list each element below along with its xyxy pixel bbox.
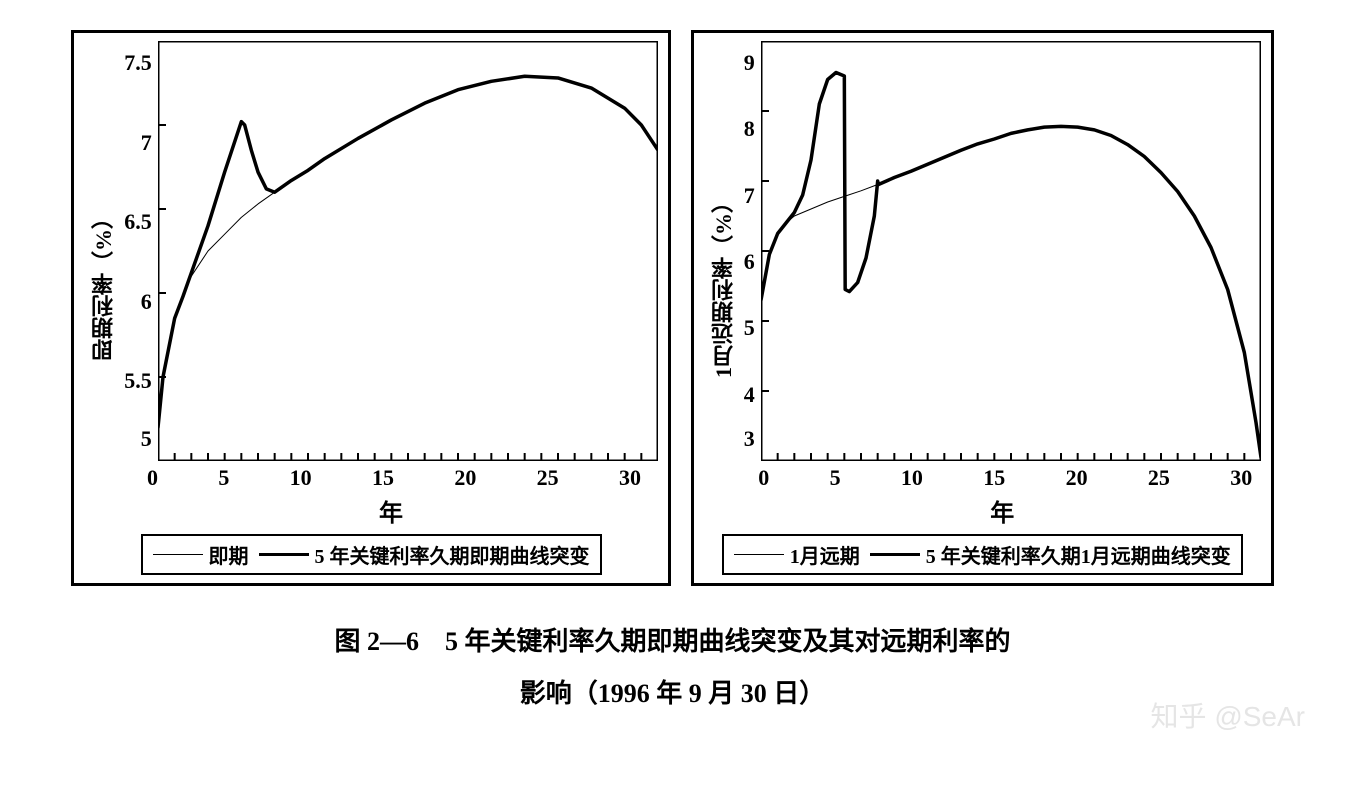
chart-right-area: 1月远期利率（%） 9876543 051015202530 年 (704, 41, 1261, 528)
caption-line-2: 影响（1996 年 9 月 30 日） (334, 668, 1010, 720)
chart-left-ylabel: 即期利率（%） (84, 41, 124, 528)
legend-right-item-thin: 1月远期 (734, 540, 860, 569)
chart-right-xticks: 051015202530 (752, 465, 1252, 491)
chart-left-yticks: 7.576.565.55 (124, 41, 158, 461)
chart-right-ylabel: 1月远期利率（%） (704, 41, 744, 528)
legend-thin-line-icon (153, 554, 203, 555)
chart-right-container: 1月远期利率（%） 9876543 051015202530 年 1月远期 5 … (691, 30, 1274, 586)
legend-right-label-0: 1月远期 (790, 540, 860, 569)
chart-right-legend: 1月远期 5 年关键利率久期1月远期曲线突变 (722, 534, 1243, 575)
charts-row: 即期利率（%） 7.576.565.55 051015202530 年 即期 5… (71, 30, 1274, 586)
legend-left-label-0: 即期 (209, 540, 249, 569)
chart-right-yticks: 9876543 (744, 41, 761, 461)
legend-left-label-1: 5 年关键利率久期即期曲线突变 (315, 540, 590, 569)
chart-right-plot-wrapper: 9876543 051015202530 年 (744, 41, 1261, 528)
chart-left-plot (158, 41, 658, 461)
legend-thick-line-icon (870, 553, 920, 557)
legend-thin-line-icon (734, 554, 784, 555)
caption-line-1: 图 2—6 5 年关键利率久期即期曲线突变及其对远期利率的 (334, 616, 1010, 668)
chart-left-area: 即期利率（%） 7.576.565.55 051015202530 年 (84, 41, 658, 528)
chart-left-legend: 即期 5 年关键利率久期即期曲线突变 (141, 534, 602, 575)
legend-right-item-thick: 5 年关键利率久期1月远期曲线突变 (870, 540, 1231, 569)
chart-left-xticks: 051015202530 (141, 465, 641, 491)
chart-left-xlabel: 年 (379, 493, 403, 528)
chart-right-plot (761, 41, 1261, 461)
legend-thick-line-icon (259, 553, 309, 557)
figure-caption: 图 2—6 5 年关键利率久期即期曲线突变及其对远期利率的 影响（1996 年 … (334, 616, 1010, 720)
legend-right-label-1: 5 年关键利率久期1月远期曲线突变 (926, 540, 1231, 569)
legend-left-item-thick: 5 年关键利率久期即期曲线突变 (259, 540, 590, 569)
legend-left-item-thin: 即期 (153, 540, 249, 569)
watermark: 知乎 @SeAr (1151, 695, 1305, 735)
chart-left-plot-wrapper: 7.576.565.55 051015202530 年 (124, 41, 658, 528)
chart-left-container: 即期利率（%） 7.576.565.55 051015202530 年 即期 5… (71, 30, 671, 586)
chart-right-xlabel: 年 (990, 493, 1014, 528)
